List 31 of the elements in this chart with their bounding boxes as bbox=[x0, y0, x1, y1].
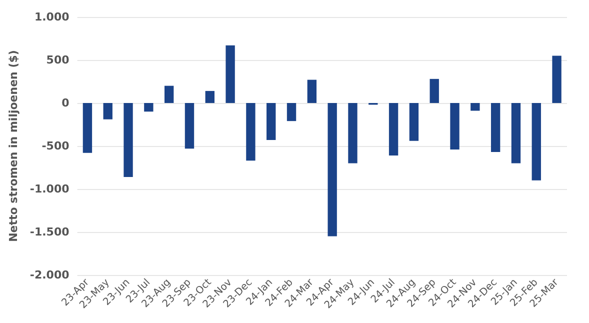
bar bbox=[226, 45, 235, 103]
y-tick-label: 500 bbox=[46, 54, 70, 66]
bar bbox=[532, 103, 541, 180]
y-tick-label: -1.000 bbox=[30, 182, 70, 196]
y-tick-label: 1.000 bbox=[34, 10, 70, 24]
bar bbox=[450, 103, 460, 150]
bar bbox=[348, 103, 358, 164]
bar bbox=[470, 103, 480, 111]
bar bbox=[205, 90, 214, 103]
bar bbox=[552, 56, 562, 103]
bar bbox=[82, 103, 92, 153]
y-tick-label: 0 bbox=[62, 96, 70, 110]
bar bbox=[286, 103, 296, 122]
bar bbox=[307, 80, 317, 103]
y-tick-label: -500 bbox=[42, 140, 70, 152]
bar bbox=[103, 103, 112, 120]
bar bbox=[164, 86, 174, 103]
bar bbox=[388, 103, 398, 156]
bar bbox=[184, 103, 194, 149]
bar bbox=[246, 103, 256, 161]
y-tick-label: -1.500 bbox=[30, 226, 70, 238]
bar bbox=[490, 103, 500, 152]
bar bbox=[328, 103, 337, 236]
bar bbox=[266, 103, 276, 140]
bar bbox=[409, 103, 419, 141]
bar bbox=[430, 78, 439, 103]
bar bbox=[511, 103, 521, 164]
bar bbox=[144, 103, 154, 112]
bar bbox=[124, 103, 133, 177]
y-axis-title: Netto stromen in miljoenen ($) bbox=[7, 50, 20, 242]
y-tick-label: -2.000 bbox=[30, 268, 70, 282]
